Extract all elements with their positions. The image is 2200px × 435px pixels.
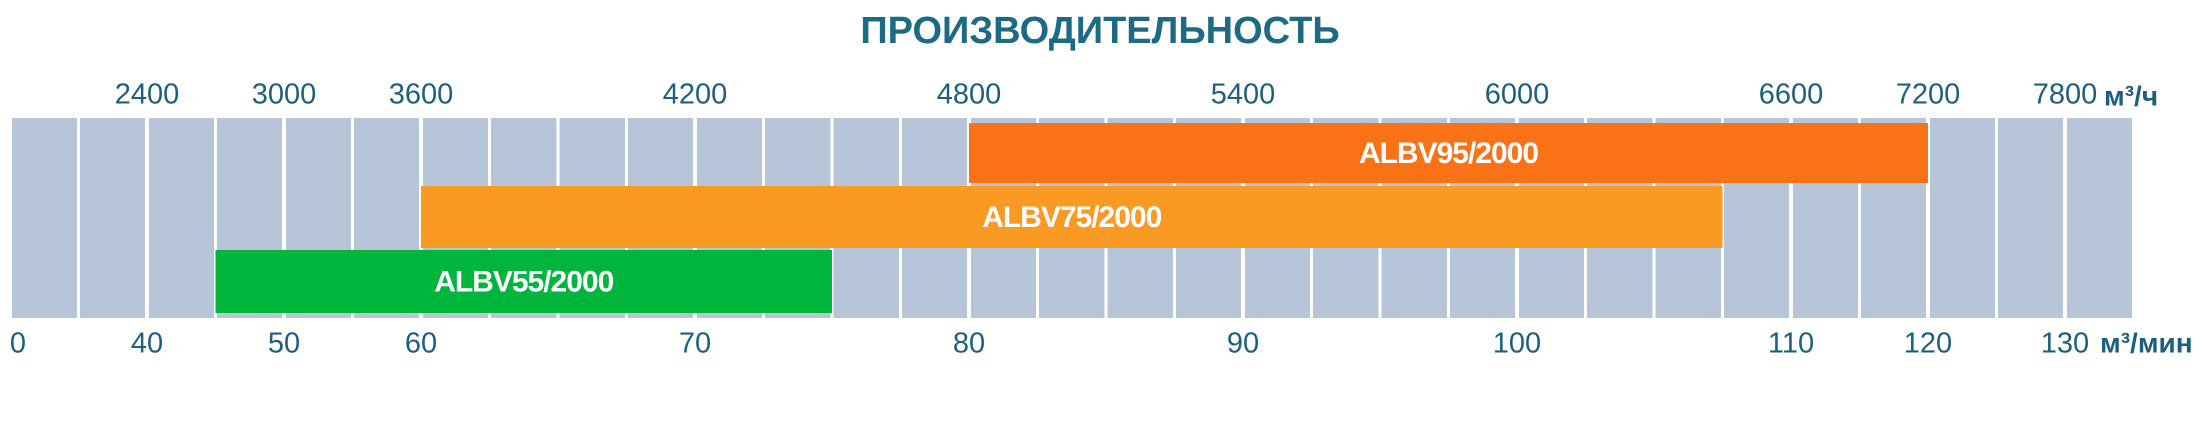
grid-column [148,118,214,318]
x-tick-label: 40 [131,328,163,360]
chart-title: ПРОИЗВОДИТЕЛЬНОСТЬ [860,10,1339,52]
x2-tick-label: 7200 [1896,79,1961,111]
bar-label: ALBV75/2000 [982,201,1161,234]
bar-label: ALBV55/2000 [434,265,613,298]
x-tick-label: 130 [2041,328,2089,360]
grid-column [1929,118,1995,318]
x-tick-label: 80 [953,328,985,360]
x2-tick-label: 2400 [115,79,180,111]
x2-tick-label: 4200 [663,79,728,111]
x2-tick-label: 6000 [1485,79,1550,111]
x-tick-label: 50 [268,328,300,360]
x2-tick-label: 6600 [1759,79,1824,111]
x2-tick-label: 4800 [937,79,1002,111]
x2-unit: м³/ч [2104,80,2158,111]
x-tick-label: 0 [10,328,26,360]
x-tick-label: 110 [1768,328,1814,360]
x-tick-label: 120 [1904,328,1952,360]
x-tick-label: 70 [679,328,711,360]
x2-tick-label: 3000 [252,79,317,111]
x2-tick-label: 5400 [1211,79,1276,111]
x-unit: м³/мин [2100,327,2193,358]
range-bar [421,186,1723,248]
x2-tick-label: 7800 [2033,79,2098,111]
x-tick-label: 60 [405,328,437,360]
range-bar [215,250,832,313]
range-bar [969,123,1928,183]
x-tick-label: 100 [1493,328,1541,360]
grid-column [1998,118,2064,318]
x-tick-label: 90 [1227,328,1259,360]
x2-tick-label: 3600 [389,79,454,111]
grid-column [80,118,146,318]
bar-label: ALBV95/2000 [1359,137,1538,170]
grid-column [11,118,77,318]
grid-column [2066,118,2132,318]
